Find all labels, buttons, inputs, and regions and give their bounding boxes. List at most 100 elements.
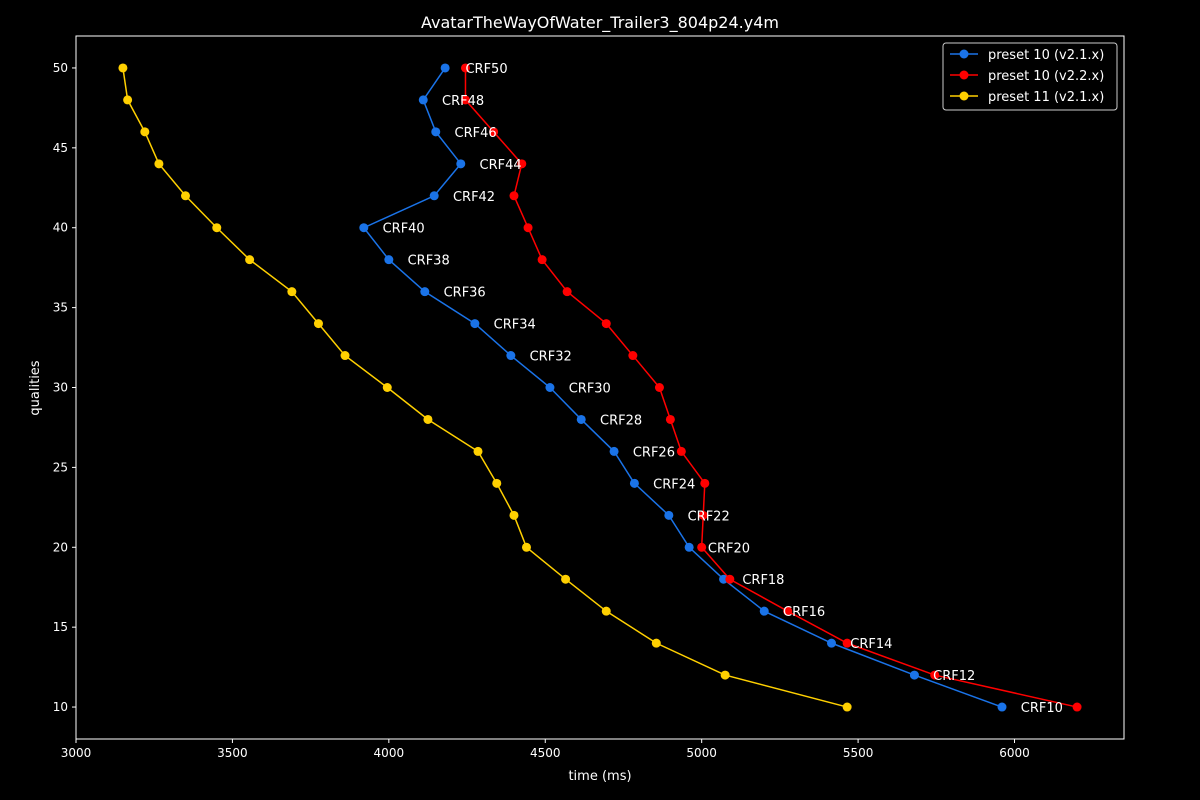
data-point bbox=[842, 638, 852, 648]
data-point bbox=[492, 478, 502, 488]
data-point bbox=[537, 255, 547, 265]
x-axis: 3000 3500 4000 4500 5000 5500 6000 bbox=[61, 739, 1030, 760]
crf-label: CRF14 bbox=[850, 637, 892, 652]
data-point bbox=[154, 159, 164, 169]
crf-label: CRF28 bbox=[600, 413, 642, 428]
data-point bbox=[783, 606, 793, 616]
data-point bbox=[719, 574, 729, 584]
data-point bbox=[826, 638, 836, 648]
crf-label: CRF10 bbox=[1021, 701, 1063, 716]
crf-label: CRF46 bbox=[455, 126, 497, 141]
data-point bbox=[384, 255, 394, 265]
x-tick-label: 3000 bbox=[61, 746, 92, 760]
y-tick-label: 15 bbox=[53, 620, 68, 634]
data-point bbox=[212, 223, 222, 233]
data-point bbox=[665, 414, 675, 424]
y-tick-label: 45 bbox=[53, 141, 68, 155]
annotation-layer: CRF50 CRF48 CRF46 CRF44 CRF42 CRF40 CRF38 CRF36… bbox=[383, 62, 1063, 716]
y-tick-label: 50 bbox=[53, 61, 68, 75]
crf-label: CRF42 bbox=[453, 190, 495, 205]
data-point bbox=[245, 255, 255, 265]
crf-label: CRF50 bbox=[465, 62, 507, 77]
y-tick-label: 20 bbox=[53, 540, 68, 554]
data-point bbox=[842, 702, 852, 712]
data-point bbox=[601, 606, 611, 616]
crf-label: CRF18 bbox=[742, 573, 784, 588]
data-point bbox=[460, 95, 470, 105]
x-tick-label: 4500 bbox=[530, 746, 561, 760]
data-point bbox=[418, 95, 428, 105]
data-point bbox=[313, 319, 323, 329]
data-point bbox=[609, 446, 619, 456]
data-point bbox=[429, 191, 439, 201]
crf-label: CRF32 bbox=[530, 350, 572, 365]
chart-title: AvatarTheWayOfWater_Trailer3_804p24.y4m bbox=[421, 13, 779, 33]
x-tick-label: 5500 bbox=[843, 746, 874, 760]
data-point bbox=[460, 63, 470, 73]
data-point bbox=[700, 478, 710, 488]
crf-label: CRF34 bbox=[494, 318, 536, 333]
data-point bbox=[562, 287, 572, 297]
x-tick-label: 4000 bbox=[374, 746, 405, 760]
y-axis-label: qualities bbox=[28, 360, 43, 415]
legend-entry: preset 10 (v2.1.x) bbox=[988, 48, 1104, 63]
data-point bbox=[456, 159, 466, 169]
y-tick-label: 40 bbox=[53, 221, 68, 235]
data-point bbox=[473, 446, 483, 456]
legend-swatch-marker bbox=[959, 91, 969, 101]
legend-entry: preset 11 (v2.1.x) bbox=[988, 90, 1104, 105]
y-tick-label: 10 bbox=[53, 700, 68, 714]
y-tick-label: 35 bbox=[53, 301, 68, 315]
data-point bbox=[523, 223, 533, 233]
crf-label: CRF16 bbox=[783, 605, 825, 620]
data-point bbox=[628, 351, 638, 361]
y-axis: 10 15 20 25 30 35 40 45 50 bbox=[53, 61, 76, 714]
plot-area bbox=[75, 35, 1125, 740]
data-point bbox=[382, 383, 392, 392]
data-point bbox=[118, 63, 128, 73]
data-point bbox=[1072, 702, 1082, 712]
series-layer bbox=[118, 63, 1082, 712]
data-point bbox=[561, 574, 571, 584]
data-point bbox=[489, 127, 499, 137]
legend-swatch-marker bbox=[959, 49, 969, 59]
data-point bbox=[420, 287, 430, 297]
x-tick-label: 3500 bbox=[217, 746, 248, 760]
data-point bbox=[601, 319, 611, 329]
legend: preset 10 (v2.1.x) preset 10 (v2.2.x) pres… bbox=[942, 42, 1118, 111]
data-point bbox=[629, 478, 639, 488]
crf-label: CRF38 bbox=[408, 254, 450, 269]
legend-swatch-marker bbox=[959, 70, 969, 80]
data-point bbox=[545, 383, 555, 392]
data-point bbox=[664, 510, 674, 520]
crf-label: CRF44 bbox=[480, 158, 522, 173]
data-point bbox=[431, 127, 441, 137]
data-point bbox=[509, 510, 519, 520]
data-point bbox=[698, 510, 708, 520]
crf-label: CRF40 bbox=[383, 222, 425, 237]
x-tick-label: 6000 bbox=[999, 746, 1030, 760]
crf-label: CRF36 bbox=[444, 286, 486, 301]
data-point bbox=[684, 542, 694, 552]
data-point bbox=[997, 702, 1007, 712]
crf-label: CRF22 bbox=[688, 509, 730, 524]
data-point bbox=[909, 670, 919, 680]
data-point bbox=[123, 95, 133, 105]
y-tick-label: 25 bbox=[53, 460, 68, 474]
data-point bbox=[440, 63, 450, 73]
data-point bbox=[509, 191, 519, 201]
data-point bbox=[180, 191, 190, 201]
crf-label: CRF26 bbox=[633, 445, 675, 460]
crf-label: CRF12 bbox=[933, 669, 975, 684]
crf-label: CRF30 bbox=[569, 382, 611, 397]
crf-label: CRF20 bbox=[708, 541, 750, 556]
crf-label: CRF48 bbox=[442, 94, 484, 109]
data-point bbox=[521, 542, 531, 552]
data-point bbox=[697, 542, 707, 552]
data-point bbox=[359, 223, 369, 233]
x-tick-label: 5000 bbox=[686, 746, 717, 760]
data-point bbox=[576, 414, 586, 424]
data-point bbox=[140, 127, 150, 137]
data-point bbox=[470, 319, 480, 329]
